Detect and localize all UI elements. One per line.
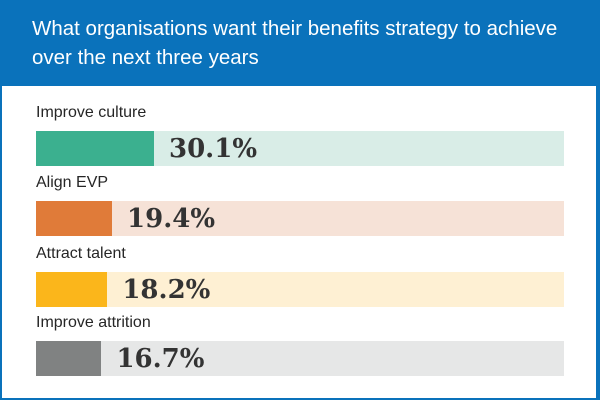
- bar-value-label: 19.4%: [127, 204, 216, 234]
- bar-value-label: 16.7%: [116, 344, 205, 374]
- bar-track: 16.7%: [36, 341, 564, 376]
- bar-label: Attract talent: [36, 245, 126, 262]
- bar-fill: [36, 201, 113, 236]
- bar-label: Align EVP: [36, 174, 109, 191]
- bar-fill: [36, 341, 102, 376]
- bar-value-label: 18.2%: [122, 275, 211, 305]
- bar-track: 19.4%: [36, 201, 564, 236]
- bar-label: Improve culture: [36, 104, 147, 121]
- bar-fill: [36, 131, 154, 166]
- chart-title: What organisations want their benefits s…: [32, 17, 558, 69]
- bar-value-label: 30.1%: [169, 134, 258, 164]
- bar-fill: [36, 272, 108, 307]
- chart-panel: Improve culture 30.1% Align EVP 19.4% At…: [2, 86, 596, 398]
- bar-track: 18.2%: [36, 272, 564, 307]
- chart-header: What organisations want their benefits s…: [0, 0, 600, 85]
- bar-label: Improve attrition: [36, 314, 151, 331]
- bar-track: 30.1%: [36, 131, 564, 166]
